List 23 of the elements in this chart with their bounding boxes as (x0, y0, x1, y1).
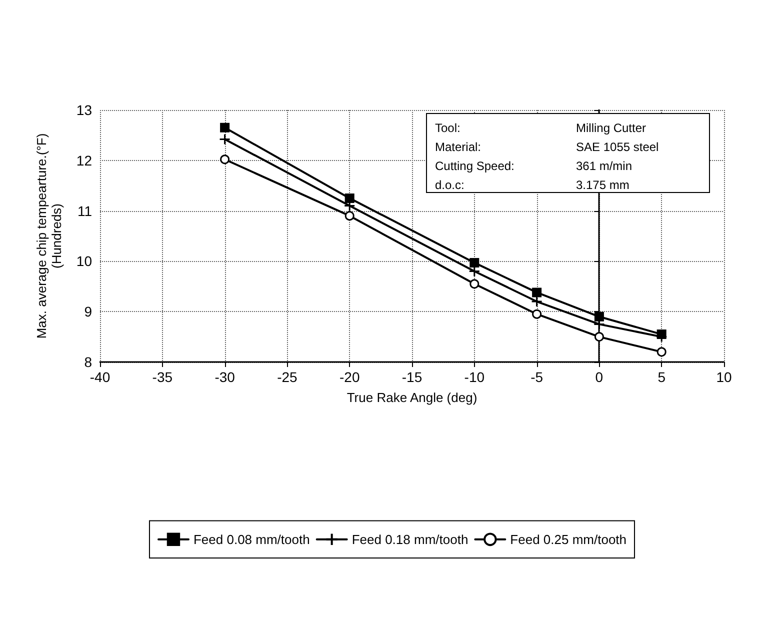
x-tick-label: -15 (402, 369, 422, 385)
x-tick-label: -30 (214, 369, 236, 385)
x-tick-label: -20 (339, 369, 360, 385)
y-axis-title: Max. average chip tempearture.(°F) (Hundreds) (34, 133, 64, 339)
x-tick-label: -40 (90, 369, 110, 385)
y-tick-label: 12 (76, 152, 92, 168)
x-tick-label: -25 (277, 369, 298, 385)
y-tick-label: 13 (76, 102, 92, 118)
x-tick-label: -35 (152, 369, 173, 385)
x-axis-title: True Rake Angle (deg) (346, 390, 478, 405)
legend-label: Feed 0.25 mm/tooth (510, 532, 627, 547)
x-tick-label: 10 (716, 369, 732, 385)
x-tick-label: -10 (464, 369, 485, 385)
legend-label: Feed 0.18 mm/tooth (352, 532, 468, 547)
x-tick-label: 5 (658, 369, 666, 385)
x-tick-label: 0 (595, 369, 604, 385)
legend-label: Feed 0.08 mm/tooth (193, 532, 310, 547)
y-tick-label: 9 (84, 304, 92, 320)
y-tick-label: 11 (77, 202, 92, 219)
y-tick-label: 10 (76, 253, 92, 270)
text-box: Tool: Milling Cutter Material: SAE 1055 steel Cutting Speed: 361 m/min d.o.c: 3.175 mm (426, 113, 710, 193)
y-tick-label: 8 (84, 354, 92, 370)
x-tick-label: -5 (530, 369, 544, 385)
